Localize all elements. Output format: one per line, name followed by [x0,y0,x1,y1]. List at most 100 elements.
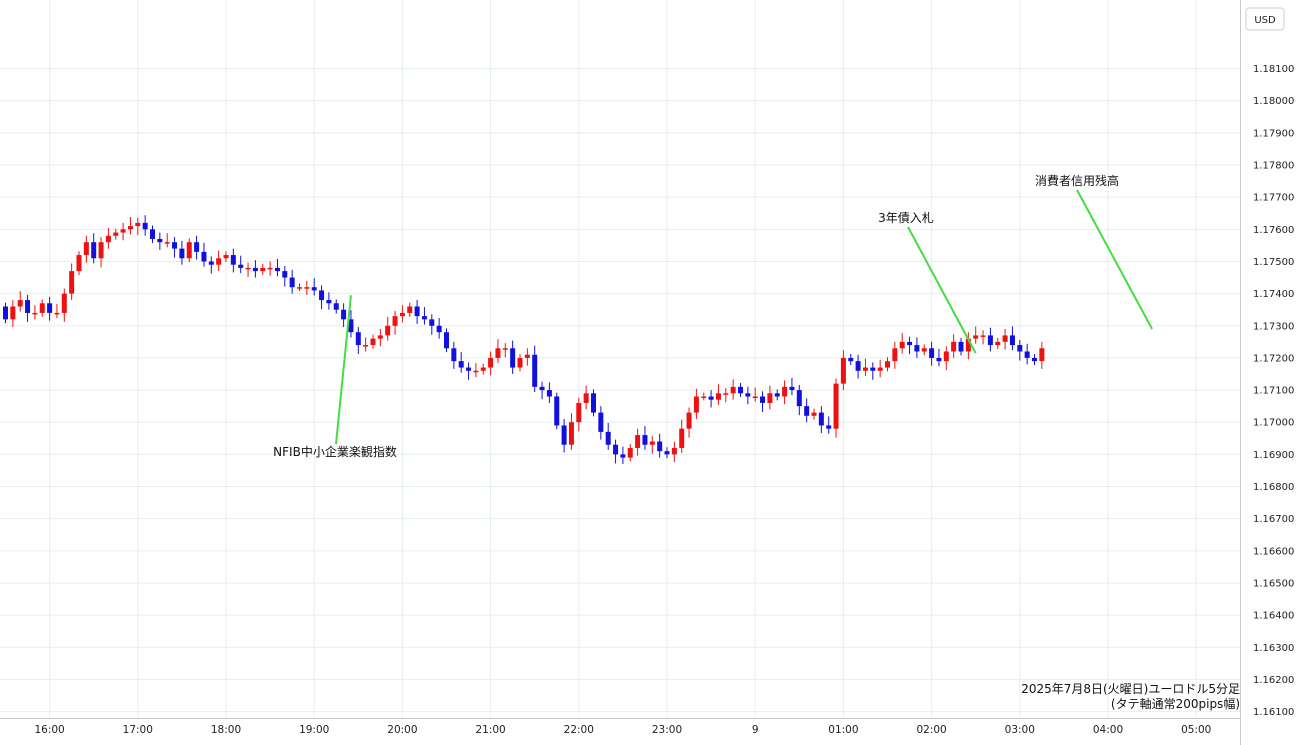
candle-up [965,338,971,352]
candle-up [840,357,846,384]
candle-up [517,357,523,368]
candle-up [877,367,883,371]
candle-down [1017,345,1023,352]
candle-up [723,393,729,395]
candle-down [818,412,824,426]
candle-down [172,242,178,249]
x-tick-label: 21:00 [475,724,505,736]
candle-up [473,370,479,373]
chart-caption-line1: 2025年7月8日(火曜日)ユーロドル5分足 [1021,682,1240,696]
candle-down [429,319,435,326]
x-tick-label: 05:00 [1181,724,1211,736]
candle-up [39,303,45,313]
y-tick-label: 1.17700 [1253,193,1294,204]
candle-up [17,300,23,307]
candle-up [995,341,1001,346]
candle-down [870,367,876,371]
x-tick-label: 19:00 [299,724,329,736]
candle-up [686,412,692,429]
candle-down [1032,357,1037,362]
candle-down [3,306,8,320]
candle-up [782,386,788,397]
candle-up [98,242,104,259]
candle-down [657,441,663,452]
candle-down [958,341,964,352]
candle-down [421,316,427,320]
candle-up [69,271,75,294]
candle-down [708,396,714,400]
candle-up [730,386,736,394]
candle-up [811,412,817,416]
candle-down [664,451,670,455]
candle-up [304,287,310,289]
x-tick-label: 23:00 [652,724,682,736]
candle-up [10,306,16,320]
y-tick-label: 1.16900 [1253,450,1294,461]
annotation-leader-line [907,226,977,354]
y-tick-label: 1.17500 [1253,257,1294,268]
candle-up [61,293,67,313]
x-tick-label: 03:00 [1005,724,1035,736]
candle-up [54,312,60,315]
candle-down [47,303,53,313]
candle-down [605,431,611,445]
candle-down [848,357,854,362]
candle-down [774,393,780,397]
candle-down [855,361,861,371]
candle-up [576,402,582,423]
candle-down [311,287,317,291]
candle-up [127,226,133,230]
candle-down [274,267,280,272]
candle-up [583,393,589,403]
candle-up [892,348,898,362]
y-tick-label: 1.17200 [1253,353,1294,364]
candle-up [899,341,905,349]
candle-down [355,332,361,346]
candle-down [194,242,200,252]
y-tick-label: 1.17000 [1253,418,1294,429]
candle-up [752,396,758,399]
candle-down [466,367,472,371]
candle-up [260,267,266,272]
candle-down [289,277,295,288]
candle-down [554,396,560,426]
candle-down [282,271,288,278]
currency-label-box[interactable] [1245,7,1285,31]
candle-down [142,222,148,230]
candle-down [201,251,207,262]
candle-down [91,242,97,259]
candle-down [348,319,354,333]
candle-down [208,261,214,265]
candle-down [414,306,420,317]
y-tick-label: 1.16600 [1253,546,1294,557]
candle-up [524,354,530,358]
y-tick-label: 1.18000 [1253,96,1294,107]
candle-up [370,338,376,346]
candle-down [532,354,538,387]
grid-layer [0,0,1240,718]
y-tick-label: 1.16800 [1253,482,1294,493]
candle-up [693,396,699,413]
candle-up [113,232,119,236]
candle-down [1009,335,1015,346]
candle-down [620,454,626,458]
candle-up [399,312,405,317]
candle-up [980,335,986,337]
candle-down [510,348,516,368]
candle-down [230,255,236,265]
candle-up [297,287,302,289]
candle-up [216,258,222,265]
candle-up [885,361,890,368]
candle-down [326,300,332,304]
candle-up [568,422,574,445]
candle-up [627,447,633,458]
candle-down [789,386,795,391]
currency-label: USD [1254,15,1276,26]
candle-down [179,248,185,259]
candle-up [488,357,494,368]
candle-up [135,222,141,227]
x-tick-label: 01:00 [828,724,858,736]
